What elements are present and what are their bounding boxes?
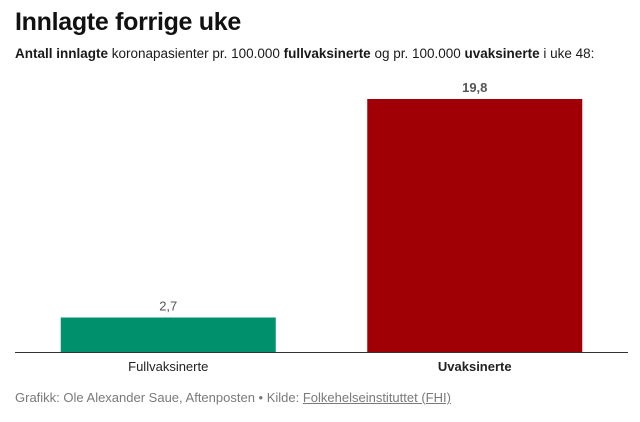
bar-chart: 2,7 Fullvaksinerte 19,8 Uvaksinerte xyxy=(15,80,628,374)
value-label-fullvaksinerte: 2,7 xyxy=(159,299,177,314)
subtitle-part: Antall innlagte xyxy=(15,46,109,61)
chart-title: Innlagte forrige uke xyxy=(15,8,241,36)
subtitle-part: koronapasienter pr. 100.000 xyxy=(108,46,284,61)
bar-fullvaksinerte xyxy=(60,317,276,352)
subtitle-part: i uke 48: xyxy=(539,46,595,61)
subtitle-part: uvaksinerte xyxy=(464,46,540,61)
chart-subtitle: Antall innlagte koronapasienter pr. 100.… xyxy=(15,46,594,61)
credit-text: Grafikk: Ole Alexander Saue, Aftenposten… xyxy=(15,390,303,405)
subtitle-part: fullvaksinerte xyxy=(283,46,371,61)
footer-credit: Grafikk: Ole Alexander Saue, Aftenposten… xyxy=(15,390,451,405)
value-label-uvaksinerte: 19,8 xyxy=(462,80,487,95)
category-label-fullvaksinerte: Fullvaksinerte xyxy=(128,359,208,374)
subtitle-part: og pr. 100.000 xyxy=(370,46,465,61)
category-label-uvaksinerte: Uvaksinerte xyxy=(438,359,512,374)
bar-uvaksinerte xyxy=(367,99,583,352)
source-link[interactable]: Folkehelseinstituttet (FHI) xyxy=(302,390,451,405)
